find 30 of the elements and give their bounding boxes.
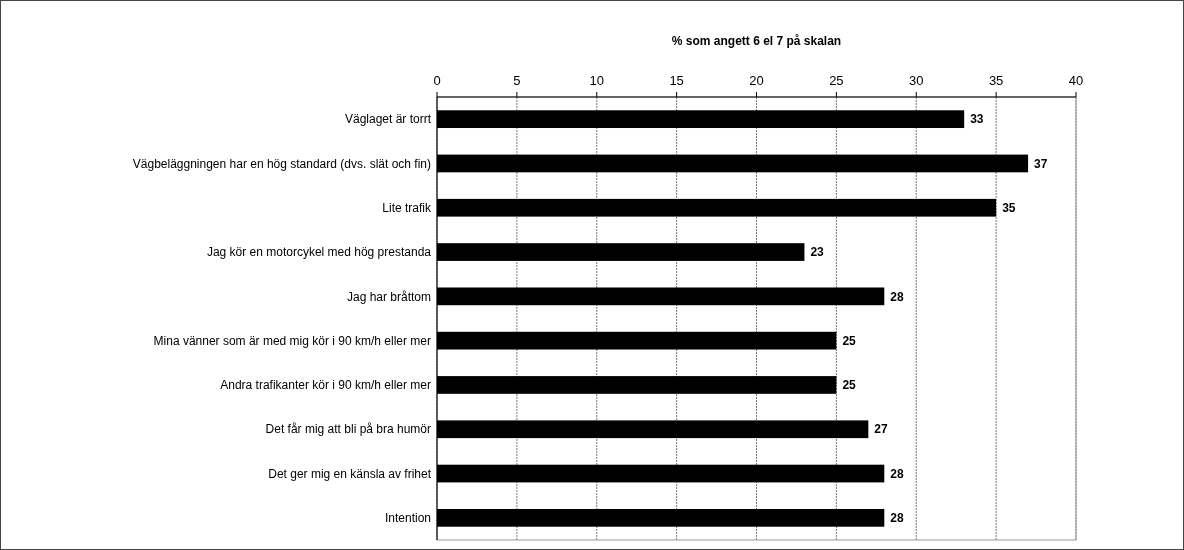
x-tick-label: 40 bbox=[1068, 73, 1084, 88]
data-label: 23 bbox=[810, 245, 825, 260]
x-tick-label: 0 bbox=[433, 73, 441, 88]
x-tick-label: 10 bbox=[589, 73, 604, 88]
x-tick-label: 20 bbox=[749, 73, 764, 88]
y-tick-label: Jag har bråttom bbox=[346, 289, 431, 304]
y-tick-label: Det ger mig en känsla av frihet bbox=[268, 466, 432, 481]
x-tick-label: 15 bbox=[669, 73, 684, 88]
data-label: 25 bbox=[842, 378, 857, 393]
data-label: 28 bbox=[890, 289, 904, 304]
x-axis-title: % som angett 6 el 7 på skalan bbox=[671, 34, 842, 48]
y-tick-label: Intention bbox=[384, 511, 431, 526]
y-tick-label: Lite trafik bbox=[382, 200, 432, 215]
y-tick-label: Väglaget är torrt bbox=[344, 112, 432, 127]
data-label: 37 bbox=[1034, 156, 1048, 171]
x-tick-label: 25 bbox=[829, 73, 844, 88]
y-tick-label: Andra trafikanter kör i 90 km/h eller mer bbox=[220, 378, 431, 393]
x-tick-label: 35 bbox=[988, 73, 1004, 88]
data-label: 33 bbox=[970, 112, 984, 127]
data-label: 35 bbox=[1002, 200, 1016, 215]
data-label: 25 bbox=[842, 333, 857, 348]
data-label: 28 bbox=[890, 466, 904, 481]
data-label: 28 bbox=[890, 511, 904, 526]
y-tick-label: Vägbeläggningen har en hög standard (dvs. slät och fin) bbox=[132, 156, 431, 171]
data-label: 27 bbox=[874, 422, 888, 437]
x-tick-label: 5 bbox=[513, 73, 521, 88]
x-tick-label: 30 bbox=[909, 73, 924, 88]
y-tick-label: Det får mig att bli på bra humör bbox=[265, 422, 431, 437]
y-tick-label: Jag kör en motorcykel med hög prestanda bbox=[206, 245, 432, 260]
y-tick-label: Mina vänner som är med mig kör i 90 km/h eller mer bbox=[153, 333, 431, 348]
